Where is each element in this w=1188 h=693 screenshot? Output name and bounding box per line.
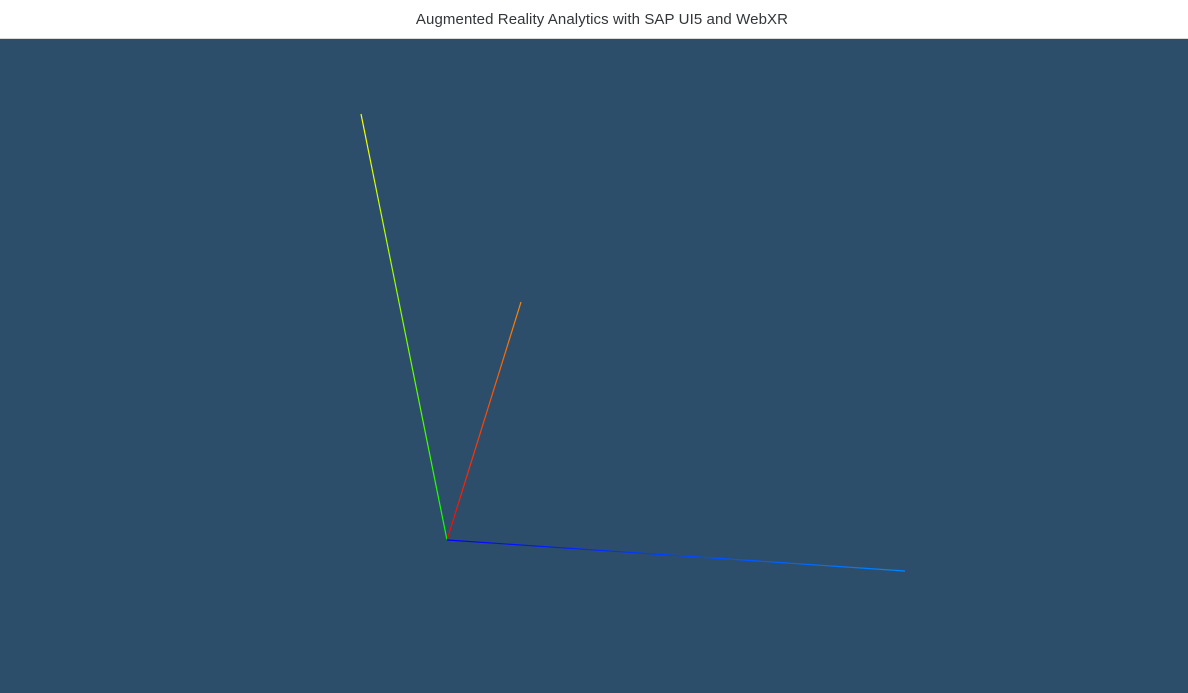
page-title: Augmented Reality Analytics with SAP UI5… <box>415 10 789 28</box>
y-axis-line <box>360 113 448 541</box>
x-axis-line <box>446 301 522 541</box>
title-bar: Augmented Reality Analytics with SAP UI5… <box>0 0 1188 39</box>
axes-helper <box>360 113 906 572</box>
webxr-canvas[interactable] <box>0 40 1188 693</box>
z-axis-line <box>446 539 906 572</box>
